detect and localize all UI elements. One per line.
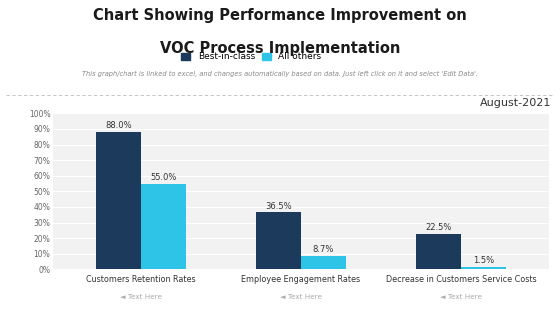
Bar: [96, 132, 141, 269]
Bar: [461, 267, 506, 269]
Text: ◄ Text Here: ◄ Text Here: [280, 294, 322, 300]
Legend: Best-in-class, All others: Best-in-class, All others: [181, 52, 321, 61]
Text: 1.5%: 1.5%: [473, 256, 494, 265]
Text: This graph/chart is linked to excel, and changes automatically based on data. Ju: This graph/chart is linked to excel, and…: [82, 71, 478, 77]
Text: ◄ Text Here: ◄ Text Here: [440, 294, 482, 300]
Text: 8.7%: 8.7%: [312, 245, 334, 254]
Text: 88.0%: 88.0%: [105, 121, 132, 130]
Text: 36.5%: 36.5%: [265, 202, 292, 210]
Text: ◄ Text Here: ◄ Text Here: [120, 294, 162, 300]
Bar: [301, 256, 346, 269]
Text: 55.0%: 55.0%: [150, 173, 177, 182]
Bar: [141, 184, 186, 269]
Text: August-2021: August-2021: [480, 98, 552, 108]
Text: VOC Process Implementation: VOC Process Implementation: [160, 41, 400, 56]
Text: 22.5%: 22.5%: [425, 223, 452, 232]
Bar: [256, 212, 301, 269]
Bar: [416, 234, 461, 269]
Text: Chart Showing Performance Improvement on: Chart Showing Performance Improvement on: [93, 8, 467, 23]
